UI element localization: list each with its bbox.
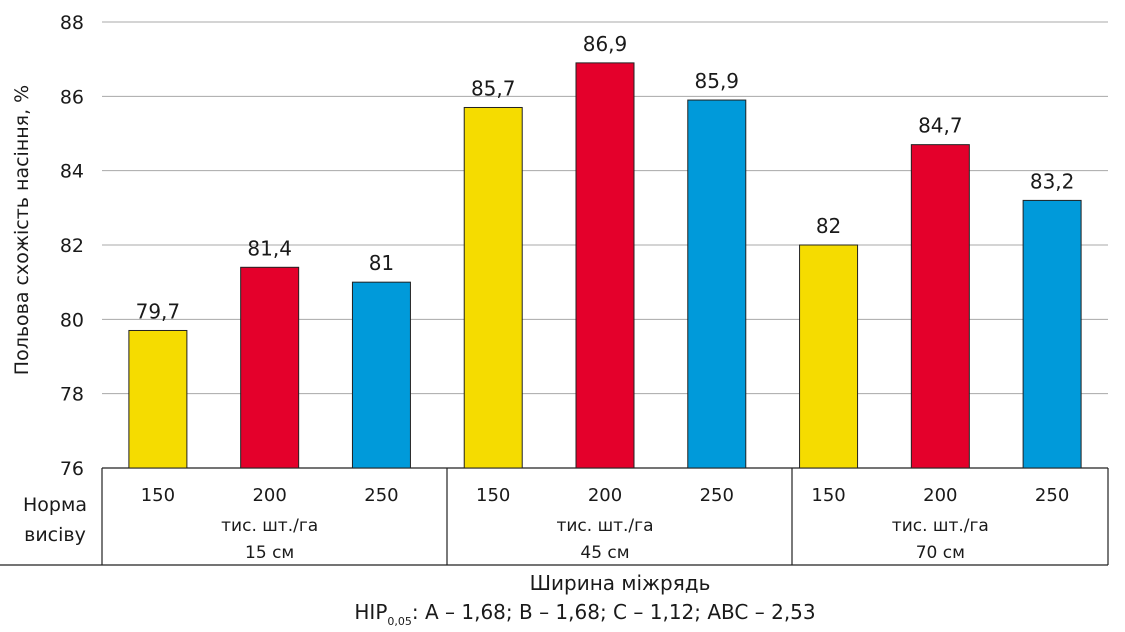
bar <box>128 329 188 469</box>
row-header-line-2: висіву <box>24 524 86 546</box>
category-label: 250 <box>700 485 734 506</box>
data-label: 85,7 <box>471 76 516 100</box>
y-axis-ticks: 76 78 80 82 84 86 88 <box>60 12 84 480</box>
group-label: 15 см <box>245 543 294 563</box>
footnote-text: : A – 1,68; B – 1,68; C – 1,12; ABC – 2,… <box>412 600 816 624</box>
bar <box>575 62 635 469</box>
category-label: 200 <box>252 485 286 506</box>
y-tick-label: 84 <box>60 161 84 183</box>
data-labels: 79,7 81,4 81 85,7 86,9 85,9 82 84,7 83,2 <box>136 32 1075 324</box>
group-unit-label: тис. шт./га <box>556 516 653 536</box>
y-tick-label: 78 <box>60 384 84 406</box>
bar <box>687 99 747 469</box>
bar <box>240 266 300 469</box>
data-label: 81 <box>369 251 394 275</box>
data-label: 84,7 <box>918 114 963 138</box>
y-tick-label: 80 <box>60 309 84 331</box>
group-label: 45 см <box>580 543 629 563</box>
footnote-prefix: HIP <box>354 600 387 624</box>
bar <box>351 281 411 469</box>
y-axis-label: Польова схожість насіння, % <box>11 85 33 375</box>
data-label: 81,4 <box>247 236 292 260</box>
row-header-line-1: Норма <box>23 494 87 516</box>
category-label: 200 <box>923 485 957 506</box>
y-tick-label: 76 <box>60 458 84 480</box>
y-tick-label: 88 <box>60 12 84 34</box>
bar <box>910 144 970 469</box>
group-unit-label: тис. шт./га <box>221 516 318 536</box>
data-label: 86,9 <box>583 32 628 56</box>
footnote-subscript: 0,05 <box>387 615 412 628</box>
data-label: 83,2 <box>1030 169 1075 193</box>
group-unit-label: тис. шт./га <box>892 516 989 536</box>
group-label: 70 см <box>916 543 965 563</box>
data-label: 85,9 <box>695 69 740 93</box>
category-label: 250 <box>1035 485 1069 506</box>
bars <box>128 62 1082 469</box>
data-label: 79,7 <box>136 299 181 323</box>
category-label: 200 <box>588 485 622 506</box>
bar <box>799 244 859 469</box>
category-label: 150 <box>476 485 510 506</box>
y-tick-label: 82 <box>60 235 84 257</box>
category-label: 250 <box>364 485 398 506</box>
category-label: 150 <box>811 485 845 506</box>
y-tick-label: 86 <box>60 86 84 108</box>
category-label: 150 <box>141 485 175 506</box>
x-axis-label: Ширина міжрядь <box>530 571 711 595</box>
data-label: 82 <box>816 214 841 238</box>
bar <box>463 106 523 469</box>
bar <box>1022 199 1082 469</box>
lsd-footnote: HIP0,05: A – 1,68; B – 1,68; C – 1,12; A… <box>354 600 815 628</box>
category-table: Норма висіву 150 200 250 тис. шт./га 15 см 15… <box>0 468 1109 566</box>
